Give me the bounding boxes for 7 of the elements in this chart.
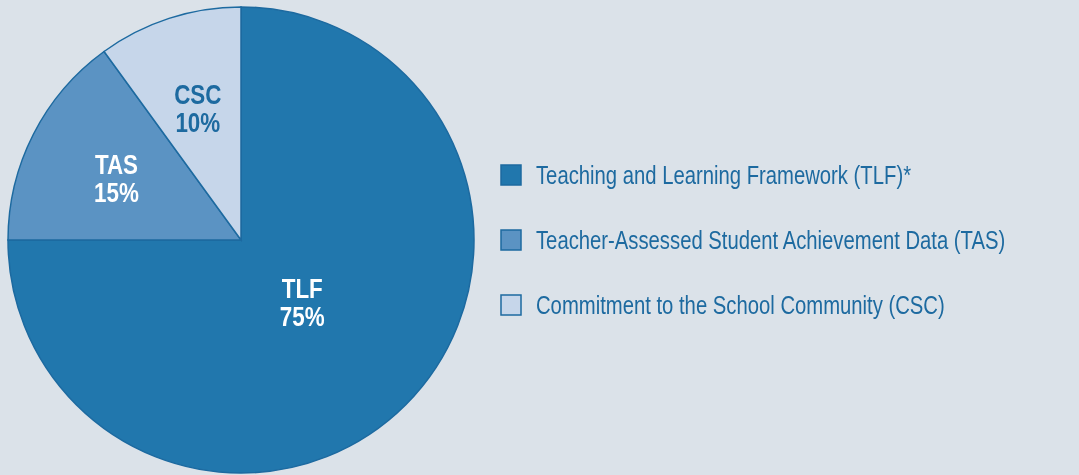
pie-slice (7, 6, 475, 474)
data-label: CSC 10% (174, 78, 222, 138)
legend-label: Teaching and Learning Framework (TLF)* (536, 160, 912, 190)
data-label: TLF 75% (279, 272, 325, 332)
legend-label: Teacher-Assessed Student Achievement Data (TAS) (536, 225, 1006, 255)
data-label: TAS 15% (94, 148, 139, 208)
legend-label: Commitment to the School Community (CSC) (536, 290, 945, 320)
